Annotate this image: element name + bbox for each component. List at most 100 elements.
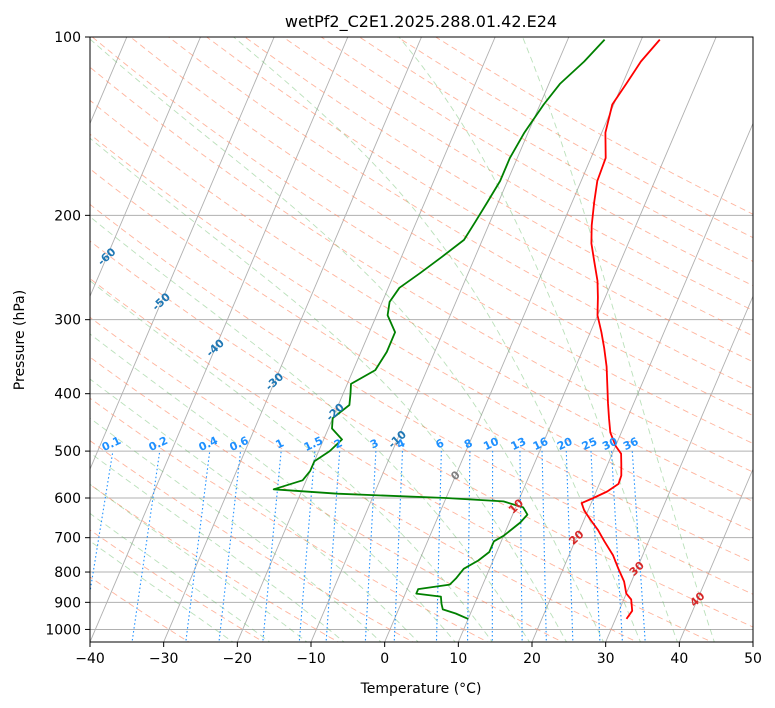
isotherm-line <box>457 37 717 642</box>
y-tick-label: 900 <box>54 595 81 611</box>
y-tick-label: 100 <box>54 30 81 46</box>
dry-adiabat-line <box>90 278 713 642</box>
dry-adiabat-line <box>90 133 753 532</box>
isotherm-line <box>384 37 643 642</box>
mixing-ratio-line <box>610 451 623 642</box>
dry-adiabat-line <box>90 316 639 642</box>
moist-adiabat-line <box>522 37 715 642</box>
x-tick-label: −30 <box>149 651 179 667</box>
isotherm-label: -50 <box>150 290 174 313</box>
isotherm-line <box>236 37 496 642</box>
mixing-ratio-line <box>565 451 574 642</box>
mixing-ratio-label: 1 <box>273 436 285 451</box>
dry-adiabat-line <box>130 37 753 417</box>
mixing-ratio-line <box>393 451 404 642</box>
x-axis: −40 −30 −20 −10 0 10 20 30 40 50 <box>75 642 762 667</box>
x-tick-label: 20 <box>523 651 541 667</box>
dry-adiabat-line <box>244 37 753 337</box>
dry-adiabat-line <box>320 37 753 287</box>
x-tick-label: −10 <box>296 651 326 667</box>
mixing-ratio-label: 3 <box>368 436 380 451</box>
dry-adiabat-line <box>282 37 753 311</box>
mixing-ratio-label: 16 <box>531 435 551 453</box>
background-lines <box>90 37 753 642</box>
y-tick-label: 1000 <box>45 622 81 638</box>
dry-adiabat-line <box>90 168 753 563</box>
mixing-ratio-line <box>131 451 161 642</box>
isotherm-label: 10 <box>506 496 526 516</box>
mixing-ratio-line <box>90 451 114 596</box>
mixing-ratio-label: 25 <box>580 435 599 453</box>
moist-adiabat-line <box>90 512 271 642</box>
x-tick-label: 30 <box>597 651 615 667</box>
dry-adiabat-line <box>90 240 753 628</box>
mixing-ratio-line <box>298 451 316 642</box>
moist-adiabat-line <box>90 378 419 642</box>
mixing-ratio-label: 30 <box>600 435 620 453</box>
dry-adiabat-line <box>90 66 753 473</box>
x-tick-label: −20 <box>223 651 253 667</box>
dry-adiabat-line <box>90 529 265 642</box>
dry-adiabat-line <box>90 356 564 642</box>
x-tick-label: 0 <box>380 651 389 667</box>
moist-adiabat-line <box>90 452 345 642</box>
dry-adiabat-line <box>90 440 414 642</box>
dewpoint-line <box>272 38 606 620</box>
x-tick-label: 50 <box>744 651 762 667</box>
isotherm-line <box>531 122 753 642</box>
mixing-ratio-label: 36 <box>621 435 641 453</box>
mixing-ratio-line <box>262 451 282 642</box>
isotherm-line <box>90 37 275 471</box>
dry-adiabat-line <box>90 203 753 595</box>
moist-adiabat-line <box>90 280 493 642</box>
moist-adiabat-line <box>398 37 678 642</box>
isotherm-label: 40 <box>687 589 707 609</box>
mixing-ratio-line <box>435 451 442 642</box>
moist-adiabat-line <box>90 216 530 642</box>
isotherm-line <box>90 37 349 642</box>
y-axis: 100 200 300 400 500 600 700 800 900 1000 <box>45 30 90 638</box>
isotherm-label: 0 <box>448 468 463 483</box>
chart-title: wetPf2_C2E1.2025.288.01.42.E24 <box>285 12 557 32</box>
dry-adiabat-line <box>90 483 340 642</box>
y-tick-label: 200 <box>54 208 81 224</box>
mixing-ratio-line <box>590 451 601 642</box>
isotherm-line <box>752 640 753 642</box>
y-tick-label: 300 <box>54 313 81 329</box>
mixing-ratio-line <box>185 451 211 642</box>
x-tick-label: 40 <box>670 651 688 667</box>
y-tick-label: 500 <box>54 444 81 460</box>
temperature-line <box>580 39 661 620</box>
mixing-ratio-label: 20 <box>555 435 575 453</box>
moist-adiabat-line <box>90 38 604 642</box>
moist-adiabat-line <box>90 483 308 642</box>
isotherm-label: -60 <box>95 245 119 268</box>
y-tick-label: 400 <box>54 387 81 403</box>
dry-adiabat-line <box>90 397 489 642</box>
x-tick-label: 10 <box>449 651 467 667</box>
mixing-ratio-line <box>364 451 377 642</box>
mixing-ratio-line <box>325 451 341 642</box>
isotherm-line <box>678 467 753 642</box>
y-tick-label: 700 <box>54 531 81 547</box>
mixing-ratio-label: 13 <box>509 435 528 453</box>
mixing-ratio-label: 8 <box>462 436 474 451</box>
moist-adiabat-line <box>90 417 382 642</box>
mixing-ratio-line <box>631 451 646 642</box>
mixing-ratio-line <box>541 451 547 642</box>
isotherm-line <box>605 295 753 642</box>
mixing-ratio-label: 10 <box>481 435 501 453</box>
moist-adiabat-line <box>90 137 568 642</box>
isotherm-label: -80 <box>0 154 10 177</box>
mixing-ratio-line <box>218 451 242 642</box>
moist-adiabat-line <box>90 333 456 642</box>
mixing-ratio-line <box>467 451 471 642</box>
data-series <box>272 38 661 620</box>
mixing-ratio-line <box>519 451 523 642</box>
moist-adiabat-line <box>233 37 641 642</box>
x-axis-label: Temperature (°C) <box>360 681 482 697</box>
isotherm-label: -40 <box>204 336 228 359</box>
dry-adiabat-line <box>92 37 753 444</box>
plot-frame <box>89 36 754 643</box>
